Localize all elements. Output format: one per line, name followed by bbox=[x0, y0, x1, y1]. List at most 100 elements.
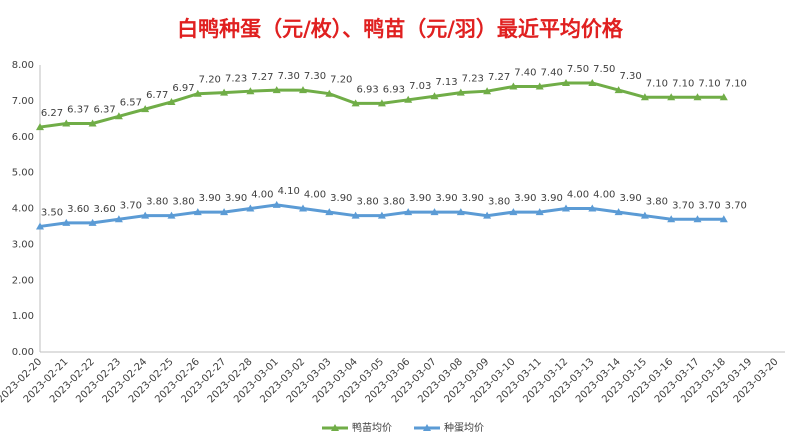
data-label: 3.80 bbox=[488, 197, 510, 208]
data-label: 7.23 bbox=[462, 74, 484, 85]
point-marker bbox=[377, 99, 386, 107]
point-marker bbox=[62, 218, 71, 226]
data-label: 6.93 bbox=[383, 84, 405, 95]
data-label: 3.80 bbox=[383, 197, 405, 208]
point-marker bbox=[220, 88, 229, 96]
data-label: 6.77 bbox=[146, 90, 168, 101]
data-label: 7.10 bbox=[698, 78, 720, 89]
point-marker bbox=[299, 204, 307, 212]
point-marker bbox=[351, 99, 360, 107]
point-marker bbox=[588, 78, 597, 86]
y-tick-label: 2.00 bbox=[12, 275, 34, 286]
point-marker bbox=[88, 119, 97, 127]
data-label: 3.70 bbox=[672, 200, 694, 211]
point-marker bbox=[404, 95, 413, 103]
point-marker bbox=[114, 112, 123, 120]
data-label: 3.90 bbox=[409, 193, 431, 204]
point-marker bbox=[483, 87, 492, 95]
data-label: 7.50 bbox=[593, 64, 615, 75]
point-marker bbox=[167, 97, 176, 105]
point-marker bbox=[562, 204, 570, 212]
point-marker bbox=[693, 215, 702, 223]
data-label: 7.40 bbox=[514, 68, 536, 79]
point-marker bbox=[640, 211, 649, 219]
point-marker bbox=[456, 208, 465, 216]
data-label: 6.57 bbox=[120, 97, 142, 108]
data-label: 7.10 bbox=[725, 78, 747, 89]
point-marker bbox=[299, 86, 307, 94]
point-marker bbox=[193, 89, 202, 97]
point-marker bbox=[62, 119, 71, 127]
point-marker bbox=[88, 218, 97, 226]
point-marker bbox=[509, 208, 518, 216]
legend-marker bbox=[423, 424, 431, 431]
point-marker bbox=[36, 123, 44, 131]
data-label: 6.37 bbox=[67, 104, 89, 115]
data-label: 6.37 bbox=[93, 104, 115, 115]
point-marker bbox=[509, 82, 518, 90]
data-label: 7.27 bbox=[251, 72, 273, 83]
point-marker bbox=[404, 208, 413, 216]
point-marker bbox=[325, 208, 334, 216]
data-label: 3.60 bbox=[67, 204, 89, 215]
data-label: 7.10 bbox=[672, 78, 694, 89]
point-marker bbox=[719, 93, 728, 101]
data-label: 3.90 bbox=[199, 193, 221, 204]
data-label: 6.93 bbox=[356, 84, 378, 95]
data-label: 7.27 bbox=[488, 72, 510, 83]
point-marker bbox=[114, 215, 123, 223]
data-label: 6.97 bbox=[172, 83, 194, 94]
point-marker bbox=[220, 208, 229, 216]
data-label: 7.10 bbox=[646, 78, 668, 89]
y-tick-label: 0.00 bbox=[12, 347, 34, 358]
point-marker bbox=[693, 93, 702, 101]
data-label: 6.27 bbox=[41, 108, 63, 119]
y-tick-label: 3.00 bbox=[12, 239, 34, 250]
data-label: 3.80 bbox=[356, 197, 378, 208]
point-marker bbox=[430, 208, 439, 216]
point-marker bbox=[272, 86, 281, 94]
data-label: 3.90 bbox=[435, 193, 457, 204]
data-label: 3.90 bbox=[541, 193, 563, 204]
legend-label: 鸭苗均价 bbox=[352, 421, 392, 434]
point-marker bbox=[246, 87, 255, 95]
data-label: 4.00 bbox=[593, 190, 615, 201]
data-label: 7.50 bbox=[567, 64, 589, 75]
y-tick-label: 5.00 bbox=[12, 168, 34, 179]
data-label: 3.70 bbox=[725, 200, 747, 211]
data-label: 3.80 bbox=[646, 197, 668, 208]
data-label: 3.50 bbox=[41, 207, 63, 218]
point-marker bbox=[246, 204, 255, 212]
point-marker bbox=[535, 208, 544, 216]
y-tick-label: 6.00 bbox=[12, 132, 34, 143]
point-marker bbox=[377, 211, 386, 219]
point-marker bbox=[614, 208, 623, 216]
data-label: 3.90 bbox=[462, 193, 484, 204]
data-label: 3.90 bbox=[514, 193, 536, 204]
data-label: 7.20 bbox=[199, 75, 221, 86]
point-marker bbox=[141, 211, 150, 219]
point-marker bbox=[614, 86, 623, 94]
data-label: 4.00 bbox=[567, 190, 589, 201]
point-marker bbox=[483, 211, 492, 219]
data-label: 7.23 bbox=[225, 74, 247, 85]
point-marker bbox=[36, 222, 44, 230]
data-label: 4.10 bbox=[278, 186, 300, 197]
data-label: 3.90 bbox=[225, 193, 247, 204]
legend-label: 种蛋均价 bbox=[444, 421, 484, 434]
data-label: 3.70 bbox=[120, 200, 142, 211]
point-marker bbox=[456, 88, 465, 96]
data-label: 3.90 bbox=[619, 193, 641, 204]
point-marker bbox=[141, 105, 150, 113]
point-marker bbox=[588, 204, 597, 212]
legend-marker bbox=[331, 424, 339, 431]
chart-title: 白鸭种蛋（元/枚）、鸭苗（元/羽）最近平均价格 bbox=[177, 17, 624, 41]
y-tick-label: 4.00 bbox=[12, 204, 34, 215]
point-marker bbox=[719, 215, 728, 223]
y-tick-label: 7.00 bbox=[12, 96, 34, 107]
data-label: 3.90 bbox=[330, 193, 352, 204]
data-label: 7.13 bbox=[435, 77, 457, 88]
point-marker bbox=[193, 208, 202, 216]
data-label: 7.03 bbox=[409, 81, 431, 92]
